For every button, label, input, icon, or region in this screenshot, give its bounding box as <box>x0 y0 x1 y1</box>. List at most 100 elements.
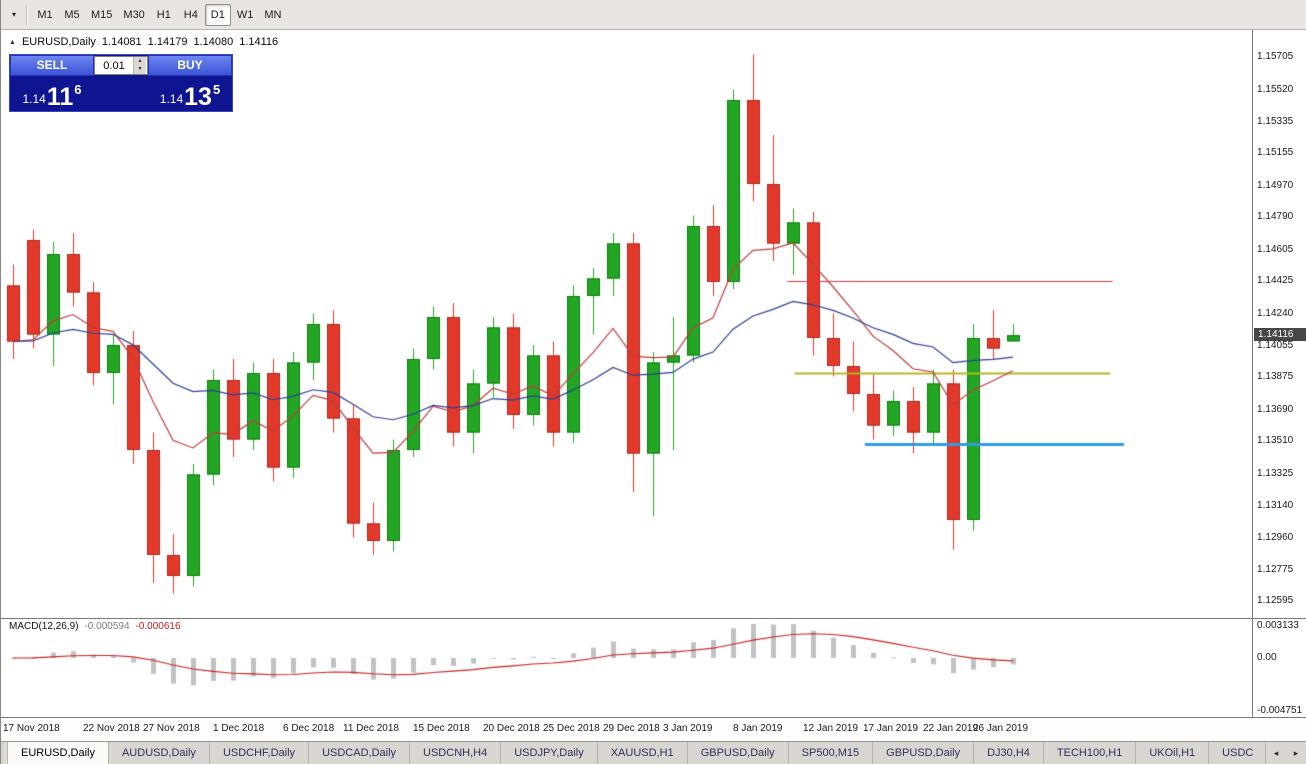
price-axis-label: 1.13875 <box>1257 371 1294 383</box>
macd-indicator-label: MACD(12,26,9) -0.000594 -0.000616 <box>9 621 181 632</box>
lot-size-input[interactable] <box>95 57 133 74</box>
date-axis-label: 12 Jan 2019 <box>803 723 859 734</box>
timeframe-button-mn[interactable]: MN <box>259 4 286 26</box>
chart-tab-usdcnh-h4[interactable]: USDCNH,H4 <box>410 742 502 764</box>
tab-scroll-buttons: ◂ ▸ <box>1265 742 1306 764</box>
chart-tab-sp500-m15[interactable]: SP500,M15 <box>789 742 874 764</box>
timeframe-button-w1[interactable]: W1 <box>232 4 259 26</box>
arrow-left-icon: ◂ <box>1273 747 1279 758</box>
date-axis-label: 25 Dec 2018 <box>543 723 600 734</box>
buy-button[interactable]: BUY 1.14 13 5 <box>148 55 232 111</box>
macd-axis-label: -0.004751 <box>1257 705 1303 716</box>
lot-increase-button[interactable]: ▴ <box>134 57 146 66</box>
chart-tab-gbpusd-daily[interactable]: GBPUSD,Daily <box>873 742 975 764</box>
price-axis-label: 1.12595 <box>1257 595 1294 607</box>
sell-button[interactable]: SELL 1.14 11 6 <box>10 55 94 111</box>
chart-tab-tech100-h1[interactable]: TECH100,H1 <box>1044 742 1137 764</box>
main-chart-plot[interactable]: ▲ EURUSD,Daily 1.14081 1.14179 1.14080 1… <box>1 30 1253 618</box>
ohlc-high: 1.14179 <box>147 36 188 48</box>
date-axis-label: 1 Dec 2018 <box>213 723 265 734</box>
date-axis-label: 6 Dec 2018 <box>283 723 335 734</box>
date-axis-label: 22 Jan 2019 <box>923 723 979 734</box>
arrow-right-icon: ▸ <box>1293 747 1299 758</box>
ohlc-close: 1.14116 <box>239 36 279 48</box>
tab-scroll-left-button[interactable]: ◂ <box>1266 742 1286 764</box>
tab-scroll-right-button[interactable]: ▸ <box>1286 742 1306 764</box>
date-axis[interactable]: 17 Nov 2018 22 Nov 2018 27 Nov 2018 1 Dec 2… <box>1 717 1306 741</box>
one-click-trading-panel: SELL 1.14116 ▴ ▾ BUY <box>9 54 233 112</box>
chart-tab-usdjpy-daily[interactable]: USDJPY,Daily <box>501 742 598 764</box>
macd-main-value: -0.000594 <box>84 621 130 632</box>
timeframe-button-m15[interactable]: M15 <box>86 4 117 26</box>
chart-tab-audusd-daily[interactable]: AUDUSD,Daily <box>109 742 210 764</box>
current-price-badge: 1.14116 <box>1254 328 1306 342</box>
triangle-down-icon: ▾ <box>138 66 142 73</box>
sell-price-big: 11 <box>46 82 74 111</box>
toolbar-separator <box>26 4 27 25</box>
price-axis-label: 1.13510 <box>1257 435 1294 447</box>
buy-price-prefix: 1.14 <box>159 92 184 106</box>
timeframe-button-d1[interactable]: D1 <box>204 3 231 26</box>
price-axis-label: 1.15520 <box>1257 83 1294 95</box>
chart-title: ▲ EURUSD,Daily 1.14081 1.14179 1.14080 1… <box>9 36 278 48</box>
lot-decrease-button[interactable]: ▾ <box>134 65 146 74</box>
timeframe-toolbar: ▾ M1 M5 M15 M30 H1 H4 D1 W1 MN <box>1 0 1306 30</box>
buy-price-big: 13 <box>184 82 212 111</box>
price-axis-label: 1.13325 <box>1257 467 1294 479</box>
chart-tab-ukoil-h1[interactable]: UKOil,H1 <box>1136 742 1210 764</box>
price-axis-label: 1.14790 <box>1257 211 1294 223</box>
sell-price-prefix: 1.14 <box>22 92 46 106</box>
chart-tab-xauusd-h1[interactable]: XAUUSD,H1 <box>598 742 688 764</box>
buy-price: 1.14 13 5 <box>148 76 232 111</box>
macd-canvas[interactable] <box>1 619 1253 717</box>
timeframe-button-h4[interactable]: H4 <box>178 4 204 26</box>
macd-axis-label: 0.00 <box>1257 651 1277 663</box>
chart-region: ▲ EURUSD,Daily 1.14081 1.14179 1.14080 1… <box>1 30 1306 618</box>
chart-tab-usdcad-daily[interactable]: USDCAD,Daily <box>309 742 411 764</box>
macd-axis-label: 0.003133 <box>1257 620 1299 631</box>
lot-spinner: ▴ ▾ <box>133 57 146 74</box>
buy-price-sup: 5 <box>212 82 221 97</box>
timeframes-dropdown-button[interactable]: ▾ <box>4 4 24 26</box>
lot-size-area: ▴ ▾ <box>94 55 148 111</box>
chart-tabs: EURUSD,Daily AUDUSD,Daily USDCHF,Daily USDC… <box>8 742 1265 764</box>
timeframe-button-m30[interactable]: M30 <box>118 4 149 26</box>
price-axis-label: 1.12960 <box>1257 531 1294 543</box>
price-axis-label: 1.14425 <box>1257 275 1294 287</box>
macd-panel[interactable]: MACD(12,26,9) -0.000594 -0.000616 <box>1 619 1253 717</box>
sell-price-sup: 6 <box>74 82 82 97</box>
date-axis-label: 3 Jan 2019 <box>663 723 713 734</box>
timeframe-button-h1[interactable]: H1 <box>151 4 177 26</box>
chart-tab-usdchf-daily[interactable]: USDCHF,Daily <box>210 742 310 764</box>
chart-tab-dj30-h4[interactable]: DJ30,H4 <box>974 742 1044 764</box>
chart-tab-eurusd-daily[interactable]: EURUSD,Daily <box>8 742 109 764</box>
chart-symbol-label: EURUSD,Daily <box>21 36 96 48</box>
date-axis-label: 20 Dec 2018 <box>483 723 540 734</box>
price-axis-label: 1.13140 <box>1257 500 1294 511</box>
chart-tab-usdc[interactable]: USDC <box>1209 742 1265 764</box>
timeframe-button-m5[interactable]: M5 <box>59 4 85 26</box>
price-axis-label: 1.15335 <box>1257 115 1294 127</box>
price-axis-label: 1.14055 <box>1257 339 1294 351</box>
price-axis[interactable]: 1.14116 1.15705 1.15520 1.15335 1.15155 1.14… <box>1252 30 1306 618</box>
date-axis-label: 27 Nov 2018 <box>143 723 200 734</box>
date-axis-label: 8 Jan 2019 <box>733 723 783 734</box>
main-chart-canvas[interactable] <box>1 30 1253 618</box>
date-axis-label: 22 Nov 2018 <box>83 723 140 734</box>
timeframe-button-m1[interactable]: M1 <box>32 4 58 26</box>
date-axis-label: 11 Dec 2018 <box>343 723 399 734</box>
chart-tab-gbpusd-daily[interactable]: GBPUSD,Daily <box>688 742 789 764</box>
triangle-up-icon: ▴ <box>138 57 142 64</box>
date-axis-label: 29 Dec 2018 <box>603 723 660 734</box>
macd-signal-value: -0.000616 <box>135 621 181 632</box>
chevron-down-icon: ▾ <box>11 10 16 19</box>
price-axis-label: 1.13690 <box>1257 403 1294 415</box>
sell-button-label: SELL <box>10 55 94 76</box>
buy-button-label: BUY <box>148 55 232 76</box>
sell-price: 1.14 11 6 <box>10 76 94 111</box>
ohlc-low: 1.14080 <box>193 36 234 48</box>
chart-symbol-icon: ▲ <box>9 38 16 46</box>
price-axis-label: 1.14240 <box>1257 307 1294 319</box>
date-axis-label: 17 Jan 2019 <box>863 723 919 734</box>
